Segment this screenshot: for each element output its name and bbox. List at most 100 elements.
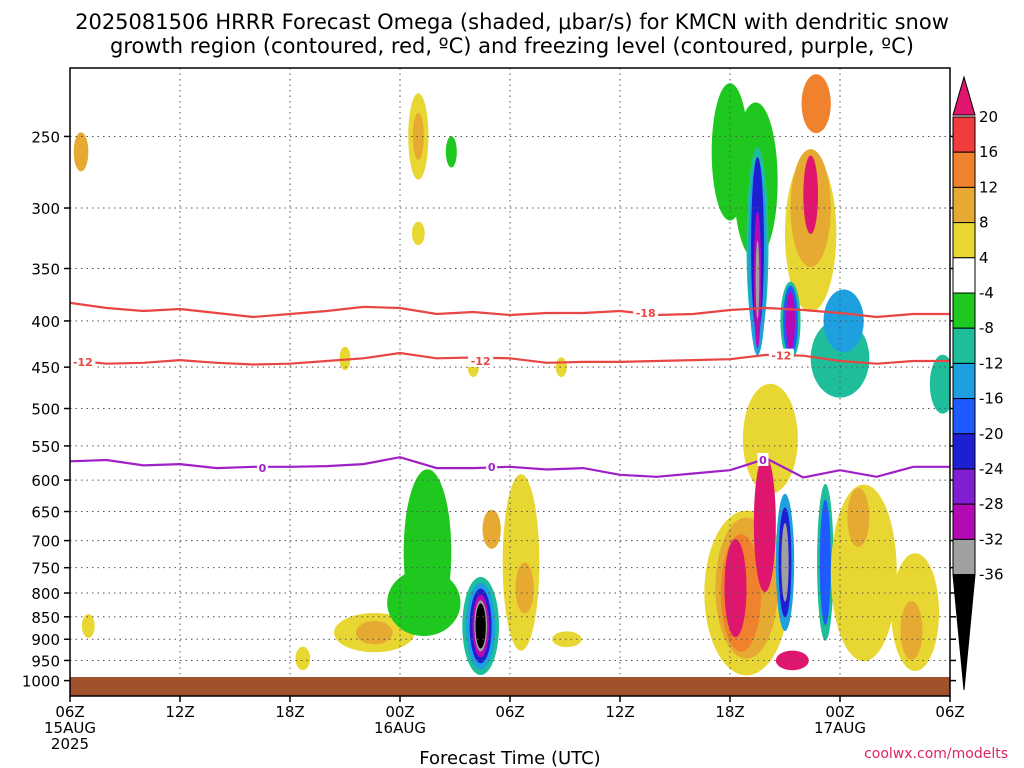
colorbar-label: 12 [979,178,998,196]
omega-cell [753,454,776,593]
y-tick-label: 500 [31,401,60,419]
dgz-contour-line [70,351,950,366]
colorbar-swatch [952,186,976,224]
omega-cell [515,562,534,614]
contour-label: 0 [259,462,267,475]
colorbar-swatch [952,538,976,576]
x-tick-label: 00Z [385,703,414,721]
colorbar-label: 8 [979,214,989,232]
terrain-ground [70,677,950,696]
y-tick-label: 350 [31,261,60,279]
omega-cell [819,499,831,626]
colorbar-swatch [952,433,976,470]
contour-label: -12 [73,356,93,369]
omega-cell [724,539,747,638]
contour-label-bg [768,348,794,362]
omega-cell [755,240,760,319]
omega-cell [830,484,897,662]
colorbar-label: -28 [979,495,1004,513]
freezing-level-line [70,456,950,479]
y-tick-label: 850 [31,609,60,627]
omega-colorbar: 20 16 12 8 4 -4 -8 -12 -16 -20 -24 -28 -32 -36 [952,75,1004,691]
colorbar-label: -16 [979,390,1004,408]
colorbar-swatch [952,292,976,329]
omega-cell [502,474,540,651]
omega-cell [295,646,311,671]
colorbar-swatch [952,398,976,435]
y-tick-label: 400 [31,313,60,331]
chart-title-line1: 2025081506 HRRR Forecast Omega (shaded, … [75,10,949,34]
x-tick-label: 18Z [275,703,304,721]
y-tick-label: 950 [31,652,60,670]
x-tick-label: 17AUG [814,719,866,737]
colorbar-label: -12 [979,354,1004,372]
y-tick-label: 550 [31,438,60,456]
x-tick-label: 06Z [495,703,524,721]
omega-cell [411,221,425,246]
omega-cell [823,289,864,353]
omega-cell [475,603,486,649]
contour-label: -12 [771,350,791,363]
omega-cell [929,354,950,414]
colorbar-label: -36 [979,566,1004,584]
colorbar-label: -24 [979,460,1004,478]
omega-cell [356,620,393,645]
omega-cell [387,569,461,637]
chart-title-line2: growth region (contoured, red, ºC) and f… [110,34,914,58]
contour-label: -12 [471,355,491,368]
colorbar-swatch [952,362,976,400]
colorbar-label: -20 [979,425,1004,443]
x-tick-label: 00Z [825,703,854,721]
colorbar-swatch [952,151,976,188]
grid [70,68,950,682]
omega-shaded-field [73,74,950,676]
omega-cell [801,74,831,134]
colorbar-swatch [952,222,976,259]
y-tick-label: 650 [31,504,60,522]
colorbar-swatch [952,257,976,294]
omega-cell [552,631,582,648]
omega-cell [482,509,501,549]
y-tick-label: 600 [31,472,60,490]
y-tick-label: 250 [31,128,60,146]
colorbar-label: -4 [979,284,994,302]
y-tick-label: 700 [31,533,60,551]
contour-label: 0 [488,461,496,474]
contour-label: 0 [759,454,767,467]
omega-cell [781,523,789,602]
x-tick-label: 2025 [51,735,89,753]
contours: -18 -12 -12 -12 0 0 0 [70,301,950,479]
colorbar-label: 20 [979,108,998,126]
dgz-contour-line [70,301,950,319]
omega-cell [81,614,95,638]
y-tick-label: 450 [31,359,60,377]
colorbar-arrow-top [952,75,976,116]
y-tick-label: 900 [31,631,60,649]
y-axis-ticks: 250 300 350 400 450 500 550 600 650 700 750 800 850 9… [22,128,956,691]
x-tick-label: 06Z [935,703,964,721]
colorbar-swatch [952,116,976,153]
contour-label-bg [757,452,769,466]
x-tick-label: 12Z [165,703,194,721]
omega-cell [803,155,819,234]
y-tick-label: 750 [31,560,60,578]
omega-cell [445,136,457,168]
contour-label-bg [257,461,268,475]
y-tick-label: 300 [31,200,60,218]
omega-cell [742,383,798,494]
omega-cell [847,488,870,547]
y-tick-label: 1000 [22,673,60,691]
omega-cell [339,346,351,371]
contour-label-bg [486,459,498,473]
colorbar-label: -8 [979,319,994,337]
x-tick-label: 16AUG [374,719,426,737]
omega-cell [900,600,923,660]
y-tick-label: 800 [31,585,60,603]
x-tick-label: 12Z [605,703,634,721]
colorbar-swatch [952,503,976,540]
omega-cell [412,112,424,160]
contour-label-bg [468,354,494,368]
colorbar-label: 16 [979,143,998,161]
